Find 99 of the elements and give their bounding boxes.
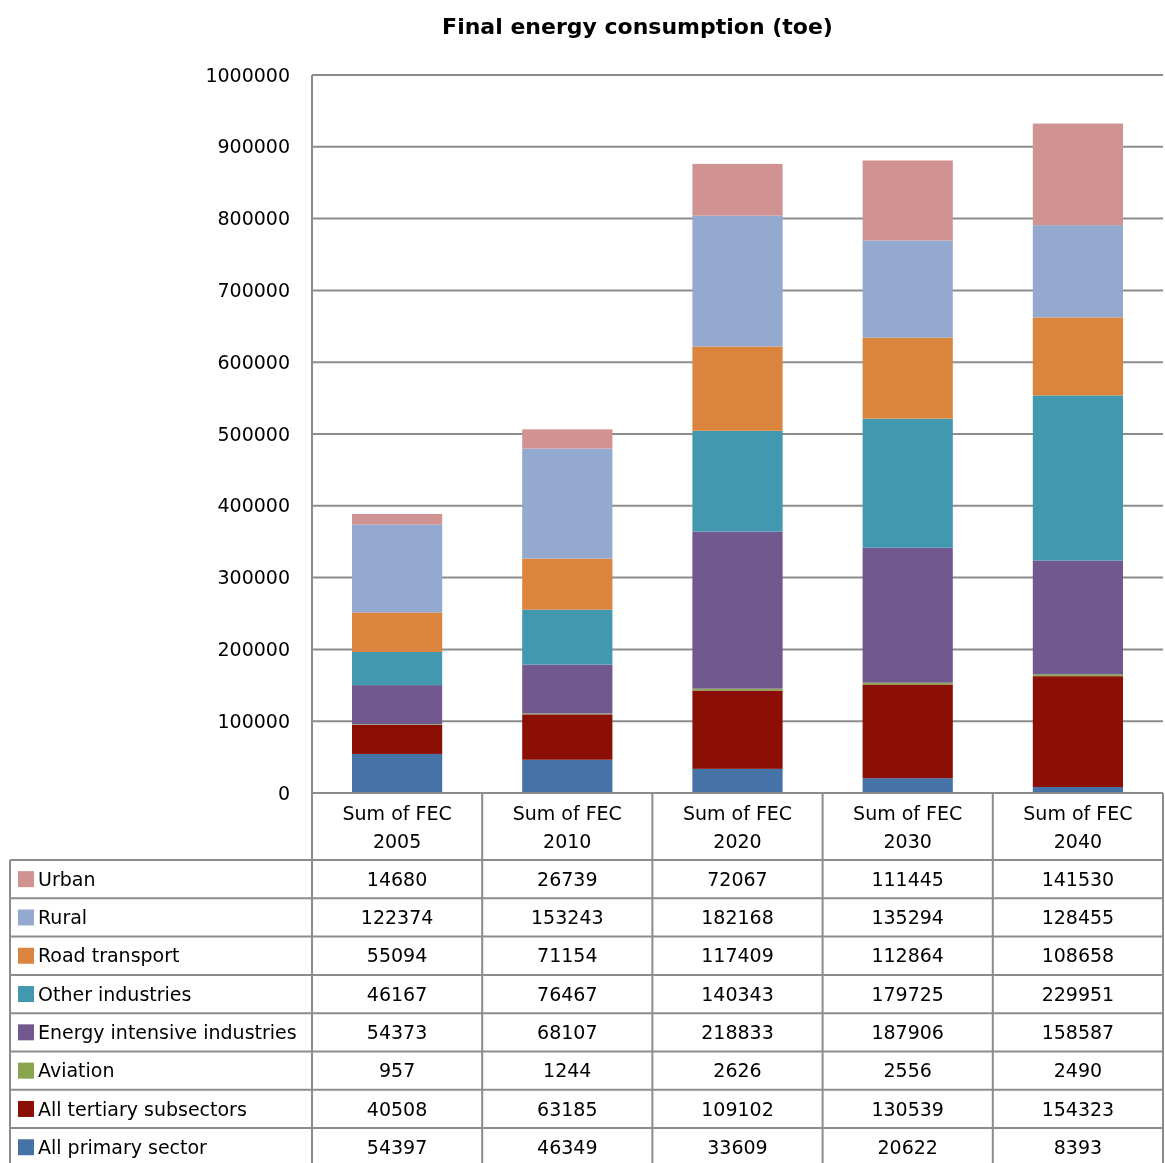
bar xyxy=(1032,225,1124,318)
bar xyxy=(692,690,783,769)
data-label: 2556 xyxy=(883,1059,932,1082)
x-tick-label: Sum of FEC 2030 xyxy=(853,802,963,852)
legend-label: Aviation xyxy=(38,1059,115,1082)
bar xyxy=(522,448,613,559)
bar xyxy=(692,531,783,689)
bar xyxy=(862,778,953,793)
y-tick-label: 100000 xyxy=(217,709,290,732)
bar xyxy=(352,651,443,686)
data-label: 54397 xyxy=(366,1135,428,1158)
data-label: 153243 xyxy=(531,906,604,929)
bar xyxy=(692,346,783,431)
bar xyxy=(692,215,783,347)
data-label: 140343 xyxy=(701,982,774,1005)
bar xyxy=(862,240,953,338)
data-label: 46167 xyxy=(366,982,428,1005)
bar xyxy=(352,612,443,652)
data-label: 111445 xyxy=(871,867,944,890)
data-label: 187906 xyxy=(871,1021,944,1043)
bar xyxy=(692,163,783,216)
data-label: 117409 xyxy=(701,944,774,967)
x-tick-label: Sum of FEC 2005 xyxy=(342,802,452,852)
legend-label: Other industries xyxy=(38,982,192,1005)
data-label: 158587 xyxy=(1041,1021,1115,1043)
data-label: 122374 xyxy=(360,906,434,929)
data-label: 68107 xyxy=(537,1021,598,1043)
data-label: 55094 xyxy=(366,944,428,967)
data-label: 71154 xyxy=(537,944,598,967)
data-label: 128455 xyxy=(1041,906,1115,929)
bar xyxy=(522,714,613,760)
data-label: 108658 xyxy=(1041,944,1115,967)
data-label: 46349 xyxy=(537,1135,598,1158)
data-label: 957 xyxy=(378,1059,416,1082)
data-label: 109102 xyxy=(701,1097,774,1120)
data-label: 76467 xyxy=(537,982,598,1005)
y-tick-label: 300000 xyxy=(217,566,290,589)
bar xyxy=(1032,123,1124,226)
x-tick-label: Sum of FEC 2020 xyxy=(682,802,793,852)
data-label: 1244 xyxy=(543,1059,592,1082)
legend-label: All tertiary subsectors xyxy=(38,1097,247,1120)
y-tick-label: 1000000 xyxy=(205,63,290,86)
y-tick-label: 700000 xyxy=(217,279,290,302)
legend-label: Energy intensive industries xyxy=(38,1021,297,1043)
data-label: 2626 xyxy=(713,1059,762,1082)
bar xyxy=(692,768,783,793)
bar xyxy=(862,160,953,241)
data-label: 14680 xyxy=(366,867,428,890)
y-tick-label: 400000 xyxy=(217,494,290,517)
x-tick-label: Sum of FEC 2040 xyxy=(1023,802,1133,852)
y-tick-label: 600000 xyxy=(217,350,290,373)
bar xyxy=(692,430,783,532)
bar xyxy=(1032,676,1124,787)
bar xyxy=(862,684,953,779)
bar xyxy=(352,753,443,793)
bar xyxy=(522,429,613,449)
bar xyxy=(522,664,613,714)
legend-label: All primary sector xyxy=(38,1135,208,1158)
data-label: 8393 xyxy=(1053,1135,1103,1158)
data-label: 218833 xyxy=(701,1021,774,1043)
bar xyxy=(352,724,443,754)
y-tick-label: 900000 xyxy=(217,135,290,158)
bar xyxy=(352,685,443,725)
bar xyxy=(1032,317,1124,396)
data-label: 20622 xyxy=(877,1135,938,1158)
data-label: 182168 xyxy=(701,906,774,929)
y-tick-label: 500000 xyxy=(217,422,290,445)
data-label: 33609 xyxy=(707,1135,768,1158)
bar xyxy=(352,514,443,525)
data-label: 229951 xyxy=(1041,982,1115,1005)
bar xyxy=(522,759,613,793)
data-label: 112864 xyxy=(871,944,944,967)
bar xyxy=(862,337,953,419)
data-label: 72067 xyxy=(707,867,768,890)
bar xyxy=(522,558,613,610)
legend-label: Urban xyxy=(38,867,96,890)
bar xyxy=(352,524,443,613)
bar xyxy=(522,609,613,665)
legend-label: Road transport xyxy=(38,944,180,967)
data-label: 26739 xyxy=(537,867,598,890)
y-tick-label: 0 xyxy=(277,781,290,804)
data-label: 135294 xyxy=(871,906,944,929)
data-label: 141530 xyxy=(1041,867,1115,890)
bar xyxy=(1032,395,1124,561)
x-tick-label: Sum of FEC 2010 xyxy=(512,802,622,852)
bar xyxy=(862,547,953,683)
data-label: 54373 xyxy=(366,1021,428,1043)
data-label: 63185 xyxy=(537,1097,598,1120)
y-tick-label: 200000 xyxy=(217,638,290,661)
chart-title: Final energy consumption (toe) xyxy=(442,14,833,39)
data-label: 130539 xyxy=(871,1097,944,1120)
legend-label: Rural xyxy=(38,906,88,929)
y-tick-label: 800000 xyxy=(217,207,290,230)
data-label: 154323 xyxy=(1041,1097,1115,1120)
bar xyxy=(862,418,953,548)
data-label: 179725 xyxy=(871,982,944,1005)
data-label: 40508 xyxy=(366,1097,428,1120)
bar xyxy=(1032,560,1124,675)
data-label: 2490 xyxy=(1053,1059,1103,1082)
